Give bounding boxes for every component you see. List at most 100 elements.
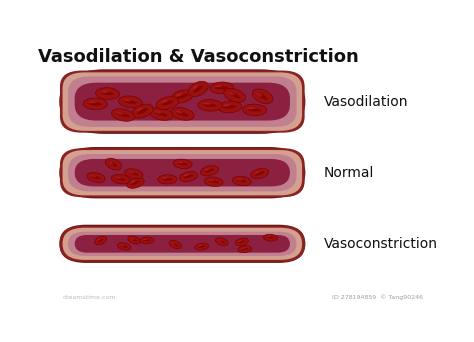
- Ellipse shape: [209, 180, 214, 181]
- Ellipse shape: [116, 177, 126, 181]
- Ellipse shape: [95, 236, 107, 245]
- Ellipse shape: [219, 240, 225, 244]
- FancyBboxPatch shape: [60, 148, 305, 197]
- Ellipse shape: [117, 113, 129, 117]
- Ellipse shape: [203, 104, 217, 107]
- Ellipse shape: [137, 108, 148, 114]
- Ellipse shape: [238, 246, 252, 253]
- Ellipse shape: [91, 176, 101, 179]
- Ellipse shape: [120, 245, 128, 248]
- Ellipse shape: [140, 237, 154, 244]
- Ellipse shape: [255, 172, 264, 176]
- Ellipse shape: [125, 169, 143, 179]
- Ellipse shape: [241, 248, 245, 249]
- Ellipse shape: [257, 93, 262, 96]
- Ellipse shape: [101, 92, 114, 95]
- Ellipse shape: [116, 177, 121, 179]
- Ellipse shape: [198, 100, 222, 111]
- Ellipse shape: [131, 238, 137, 242]
- Text: Vasodilation & Vasoconstriction: Vasodilation & Vasoconstriction: [38, 48, 359, 66]
- Ellipse shape: [184, 174, 189, 176]
- Ellipse shape: [178, 162, 183, 163]
- Ellipse shape: [267, 237, 274, 239]
- Text: Vasodilation: Vasodilation: [324, 95, 408, 109]
- Ellipse shape: [131, 238, 134, 240]
- Ellipse shape: [98, 238, 103, 242]
- Ellipse shape: [162, 178, 173, 181]
- Ellipse shape: [205, 168, 210, 170]
- Ellipse shape: [264, 234, 278, 241]
- Ellipse shape: [158, 175, 177, 184]
- FancyBboxPatch shape: [75, 235, 290, 253]
- Ellipse shape: [209, 180, 219, 183]
- FancyBboxPatch shape: [75, 83, 290, 121]
- Ellipse shape: [89, 102, 102, 106]
- FancyBboxPatch shape: [59, 225, 305, 263]
- Text: Vasoconstriction: Vasoconstriction: [324, 237, 438, 251]
- Ellipse shape: [177, 162, 188, 165]
- Ellipse shape: [235, 238, 248, 246]
- Ellipse shape: [173, 159, 192, 169]
- Ellipse shape: [201, 166, 219, 176]
- Ellipse shape: [215, 85, 222, 87]
- Ellipse shape: [172, 242, 178, 247]
- Text: ID 278194859  © Tang90246: ID 278194859 © Tang90246: [332, 295, 423, 300]
- Ellipse shape: [156, 96, 179, 110]
- Ellipse shape: [171, 108, 194, 120]
- Ellipse shape: [150, 108, 173, 120]
- Ellipse shape: [237, 180, 247, 182]
- Ellipse shape: [198, 245, 202, 246]
- Ellipse shape: [248, 107, 255, 109]
- Ellipse shape: [172, 242, 175, 245]
- Ellipse shape: [137, 108, 142, 111]
- Ellipse shape: [267, 236, 271, 237]
- Ellipse shape: [224, 89, 246, 102]
- Ellipse shape: [87, 172, 105, 183]
- Ellipse shape: [252, 89, 273, 104]
- Ellipse shape: [193, 86, 198, 89]
- Ellipse shape: [241, 248, 249, 250]
- Ellipse shape: [83, 98, 108, 110]
- Ellipse shape: [109, 161, 118, 167]
- FancyBboxPatch shape: [68, 154, 297, 192]
- FancyBboxPatch shape: [59, 147, 305, 198]
- Ellipse shape: [223, 104, 230, 106]
- Ellipse shape: [176, 111, 189, 116]
- Ellipse shape: [143, 239, 147, 240]
- Ellipse shape: [215, 86, 228, 90]
- Ellipse shape: [169, 240, 182, 249]
- Ellipse shape: [127, 177, 144, 188]
- Ellipse shape: [238, 240, 245, 244]
- Ellipse shape: [204, 103, 210, 105]
- Ellipse shape: [131, 181, 140, 185]
- Ellipse shape: [195, 243, 209, 250]
- Ellipse shape: [193, 85, 203, 93]
- Ellipse shape: [118, 96, 142, 108]
- Ellipse shape: [205, 169, 214, 173]
- FancyBboxPatch shape: [63, 228, 302, 260]
- Ellipse shape: [176, 93, 182, 96]
- Ellipse shape: [204, 177, 223, 186]
- Ellipse shape: [101, 91, 108, 93]
- FancyBboxPatch shape: [68, 76, 297, 127]
- Ellipse shape: [120, 245, 124, 246]
- Ellipse shape: [129, 171, 134, 173]
- Ellipse shape: [109, 161, 113, 164]
- FancyBboxPatch shape: [63, 150, 302, 195]
- Ellipse shape: [251, 168, 269, 179]
- Ellipse shape: [131, 181, 135, 183]
- FancyBboxPatch shape: [59, 69, 305, 134]
- Ellipse shape: [118, 243, 131, 250]
- Ellipse shape: [237, 179, 242, 181]
- Ellipse shape: [97, 238, 100, 241]
- Ellipse shape: [242, 104, 267, 116]
- Ellipse shape: [111, 174, 130, 184]
- Ellipse shape: [124, 99, 130, 101]
- Ellipse shape: [198, 246, 205, 248]
- Ellipse shape: [258, 93, 268, 100]
- Ellipse shape: [155, 111, 162, 114]
- Ellipse shape: [155, 112, 168, 116]
- Ellipse shape: [163, 177, 168, 179]
- Ellipse shape: [161, 100, 167, 103]
- Ellipse shape: [210, 82, 234, 94]
